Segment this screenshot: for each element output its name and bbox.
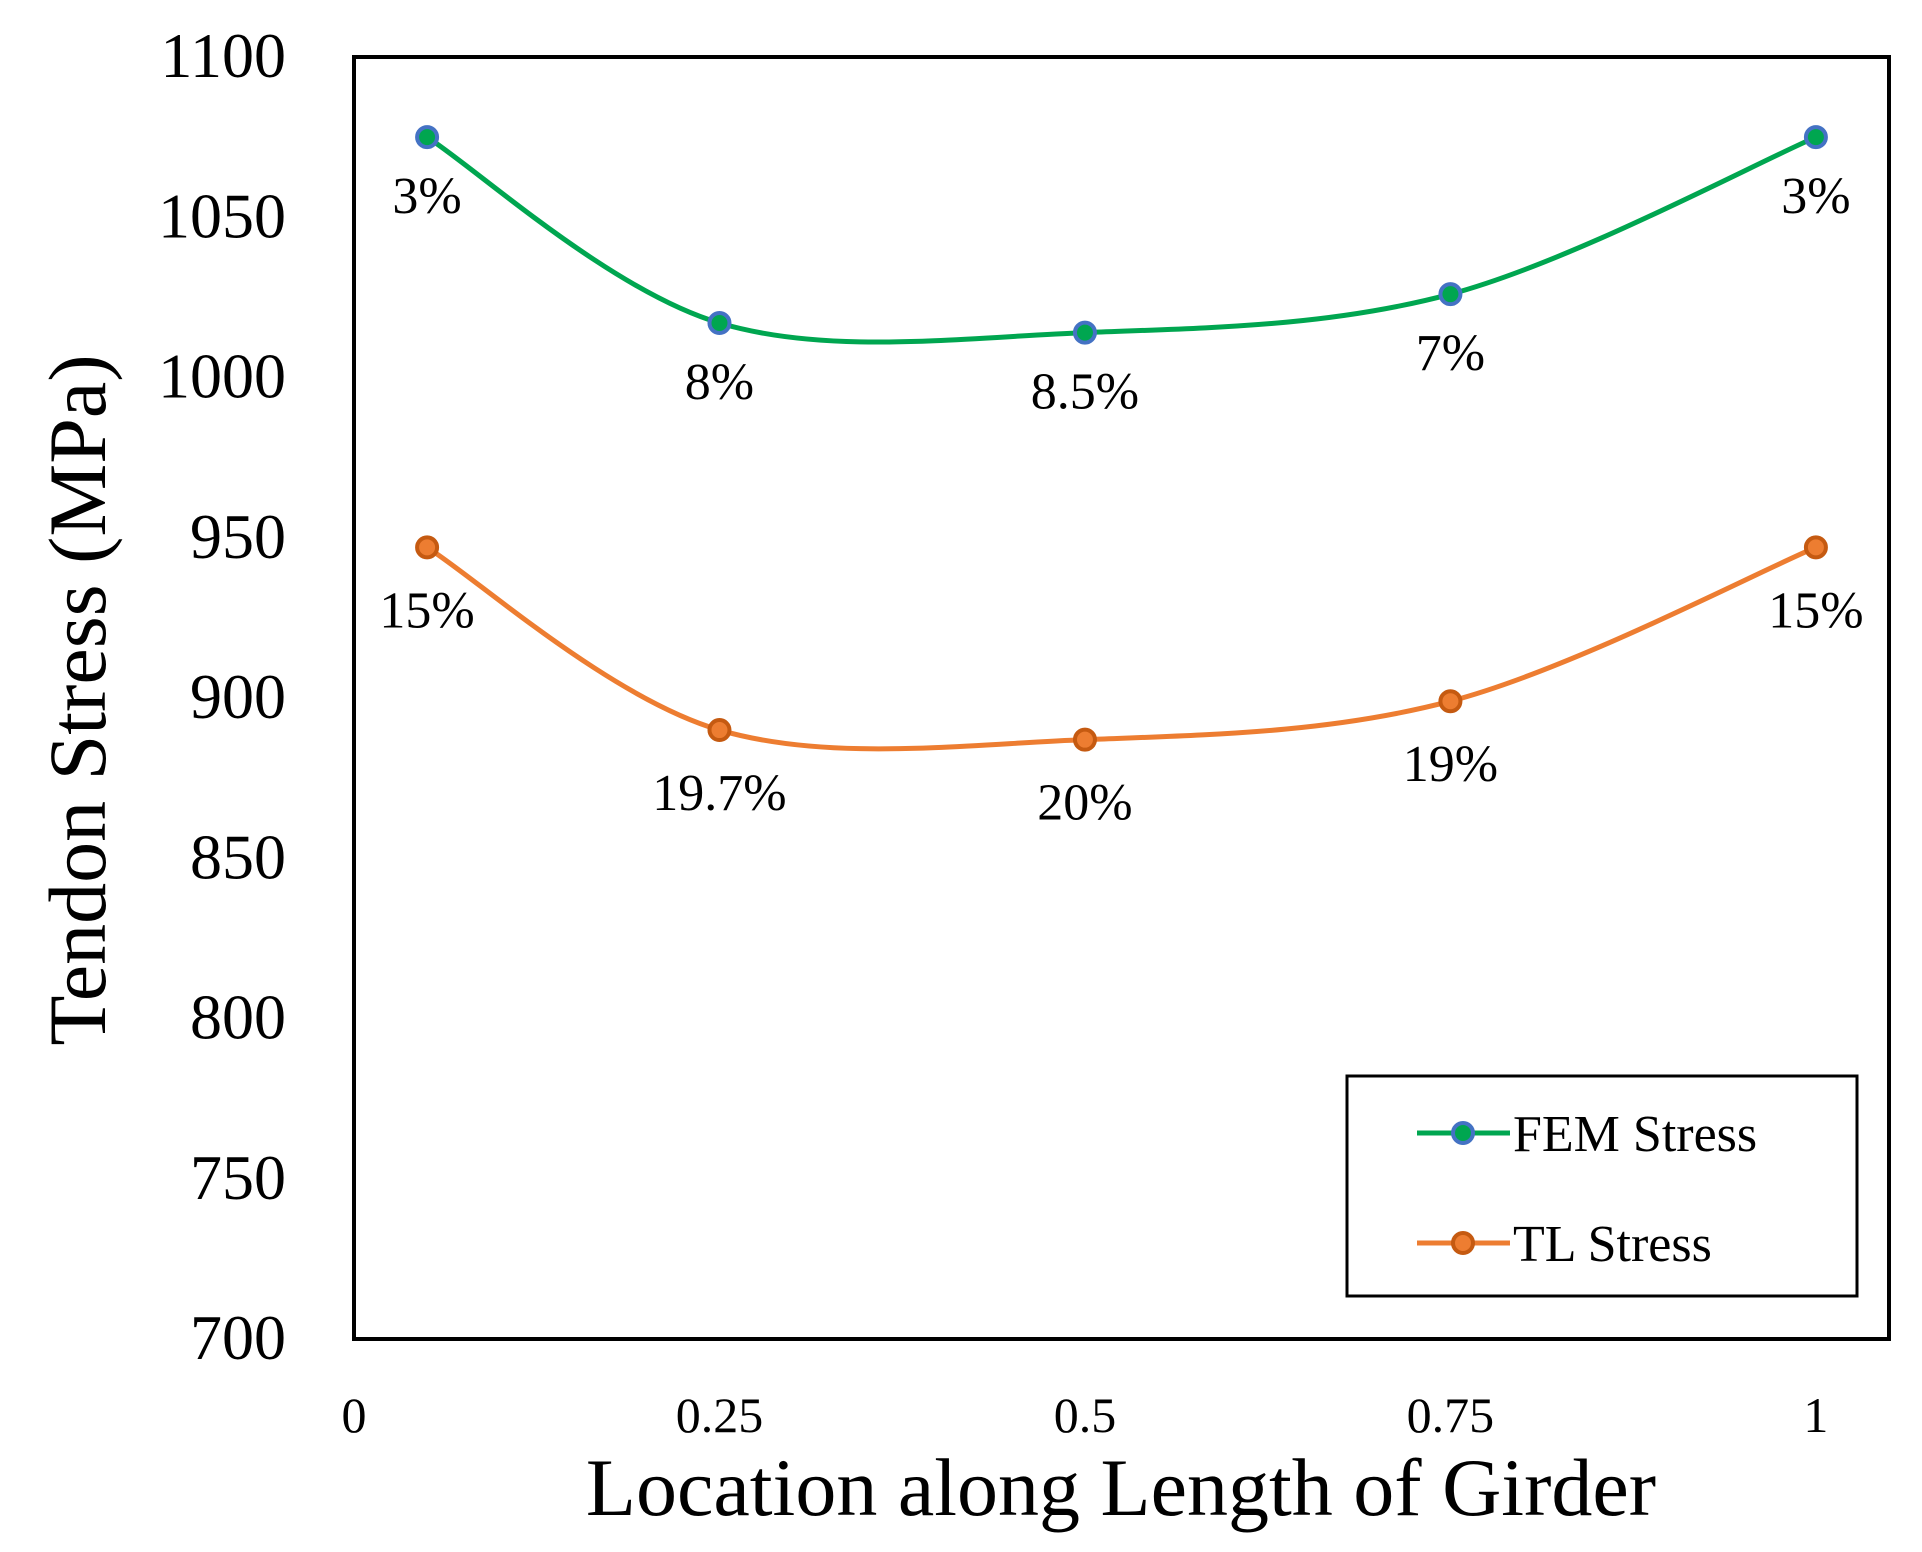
data-label-tl-stress: 15%: [1768, 582, 1863, 639]
x-tick-label: 0.75: [1407, 1387, 1495, 1443]
data-point-tl-stress: [415, 535, 440, 560]
y-tick-label: 1000: [158, 341, 286, 412]
y-tick-label: 700: [190, 1302, 286, 1373]
series-line-tl-stress: [425, 545, 1817, 752]
y-tick-label: 750: [190, 1142, 286, 1213]
y-tick-label: 800: [190, 982, 286, 1053]
series-line-fem-stress: [425, 134, 1817, 345]
legend-marker-fem-stress: [1451, 1121, 1475, 1145]
data-label-fem-stress: 3%: [1781, 168, 1850, 225]
data-label-fem-stress: 3%: [392, 168, 461, 225]
data-point-tl-stress: [1803, 535, 1828, 560]
legend-label-fem-stress: FEM Stress: [1513, 1106, 1757, 1163]
data-label-tl-stress: 19%: [1403, 736, 1498, 793]
x-axis-title: Location along Length of Girder: [586, 1442, 1656, 1533]
y-tick-label: 1050: [158, 180, 286, 251]
y-tick-label: 950: [190, 501, 286, 572]
data-point-fem-stress: [707, 311, 732, 336]
legend: FEM Stress TL Stress: [1345, 1074, 1859, 1298]
legend-marker-tl-stress: [1451, 1231, 1475, 1255]
plot-area: [352, 55, 1891, 1341]
data-point-fem-stress: [1438, 282, 1463, 307]
data-label-layer: 3% 8% 8.5% 7% 3% 15% 19.7% 20% 19% 15%: [379, 168, 1863, 832]
y-tick-label: 900: [190, 661, 286, 732]
data-point-fem-stress: [415, 125, 440, 150]
y-tick-label: 850: [190, 821, 286, 892]
legend-box: [1345, 1074, 1859, 1298]
data-label-fem-stress: 8.5%: [1031, 364, 1139, 421]
x-tick-label: 0.5: [1054, 1387, 1117, 1443]
data-point-tl-stress: [1438, 689, 1463, 714]
x-tick-label: 1: [1803, 1387, 1828, 1443]
data-label-tl-stress: 15%: [379, 582, 474, 639]
x-axis-ticks: 0 0.25 0.5 0.75 1: [342, 1387, 1829, 1443]
data-label-fem-stress: 8%: [685, 354, 754, 411]
data-point-fem-stress: [1803, 125, 1828, 150]
data-point-tl-stress: [1072, 727, 1097, 752]
data-label-fem-stress: 7%: [1416, 325, 1485, 382]
x-tick-label: 0.25: [676, 1387, 764, 1443]
x-tick-label: 0: [342, 1387, 367, 1443]
data-point-fem-stress: [1072, 320, 1097, 345]
data-point-tl-stress: [707, 718, 732, 743]
legend-label-tl-stress: TL Stress: [1513, 1216, 1712, 1273]
y-axis-title: Tendon Stress (MPa): [32, 354, 123, 1045]
data-label-tl-stress: 19.7%: [652, 765, 786, 822]
series-layer: [415, 125, 1828, 752]
y-tick-label: 1100: [160, 20, 286, 91]
y-axis-ticks: 700 750 800 850 900 950 1000 1050 1100: [158, 20, 286, 1373]
data-label-tl-stress: 20%: [1037, 775, 1132, 832]
